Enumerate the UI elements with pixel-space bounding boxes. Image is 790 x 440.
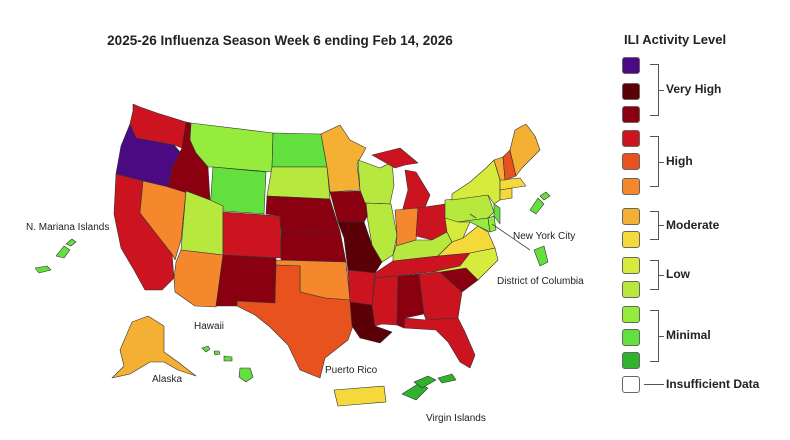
map-title: 2025-26 Influenza Season Week 6 ending F… — [107, 33, 453, 48]
label-dc: District of Columbia — [497, 276, 584, 287]
state-md[interactable] — [457, 217, 491, 233]
insufficient-data-label: Insufficient Data — [666, 377, 760, 391]
label-virgin-islands: Virgin Islands — [426, 413, 486, 424]
legend-swatch — [622, 153, 640, 170]
territory-pr[interactable] — [333, 385, 387, 407]
bracket-very-high — [650, 64, 659, 116]
state-tx[interactable] — [236, 264, 356, 379]
state-wy[interactable] — [209, 166, 267, 215]
state-ma[interactable] — [499, 177, 527, 191]
state-nj[interactable] — [493, 203, 501, 225]
state-me[interactable] — [509, 123, 541, 177]
label-alaska: Alaska — [152, 374, 182, 385]
dc-callout — [491, 223, 531, 251]
legend-swatch — [622, 329, 640, 346]
label-nyc: New York City — [513, 231, 575, 242]
legend-swatch — [622, 57, 640, 74]
state-fl[interactable] — [403, 317, 476, 369]
state-mo[interactable] — [337, 221, 383, 274]
state-nd[interactable] — [271, 132, 328, 168]
state-ak[interactable] — [111, 315, 197, 379]
state-ms[interactable] — [371, 275, 399, 327]
state-mn[interactable] — [320, 124, 367, 193]
legend-swatch — [622, 352, 640, 369]
legend-swatch — [622, 231, 640, 248]
group-very-high: Very High — [666, 82, 722, 96]
legend-swatch — [622, 130, 640, 147]
state-az[interactable] — [173, 249, 224, 308]
territory-mp[interactable] — [34, 238, 77, 274]
group-high: High — [666, 154, 693, 168]
territory-nyc[interactable] — [529, 191, 551, 215]
state-nm[interactable] — [215, 254, 277, 307]
legend-swatch — [622, 83, 640, 100]
state-co[interactable] — [222, 211, 282, 259]
bracket-moderate — [650, 211, 659, 240]
group-minimal: Minimal — [666, 328, 711, 342]
nyc-callout — [469, 213, 477, 219]
us-flu-activity-map: N. Mariana Islands New York City Distric… — [26, 103, 584, 424]
state-ks[interactable] — [280, 229, 347, 263]
state-hi[interactable] — [201, 345, 254, 383]
legend-swatch — [622, 376, 640, 393]
label-puerto-rico: Puerto Rico — [325, 365, 378, 376]
legend-swatch — [622, 257, 640, 274]
group-low: Low — [666, 267, 690, 281]
legend-swatch — [622, 306, 640, 323]
state-ar[interactable] — [345, 269, 376, 306]
legend-swatch — [622, 178, 640, 195]
state-nc[interactable] — [431, 247, 499, 281]
bracket-low — [650, 260, 659, 290]
territory-vi[interactable] — [401, 373, 457, 401]
group-moderate: Moderate — [666, 218, 720, 232]
label-hawaii: Hawaii — [194, 321, 224, 332]
legend-title: ILI Activity Level — [624, 32, 727, 47]
legend-swatch — [622, 106, 640, 123]
legend-swatch — [622, 208, 640, 225]
territory-dc[interactable] — [533, 245, 549, 267]
label-mariana: N. Mariana Islands — [26, 222, 109, 233]
state-sd[interactable] — [266, 166, 331, 200]
legend-swatch — [622, 281, 640, 298]
bracket-minimal — [650, 310, 659, 362]
state-il[interactable] — [365, 202, 398, 263]
state-wi[interactable] — [357, 159, 395, 205]
bracket-high — [650, 136, 659, 187]
legend: ILI Activity Level Very High High Modera… — [612, 32, 788, 432]
